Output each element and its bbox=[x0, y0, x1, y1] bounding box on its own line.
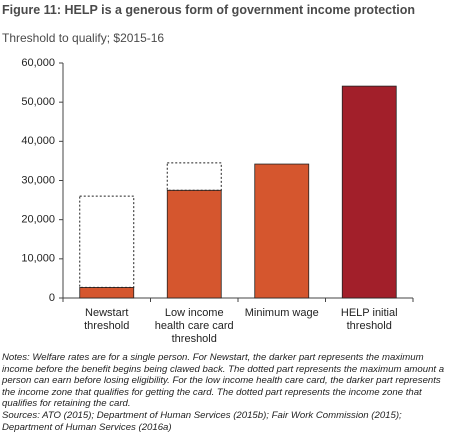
bar-dotted-part bbox=[166, 162, 222, 191]
chart: 0 10,000 20,000 30,000 40,000 50,000 60,000 bbox=[21, 57, 414, 304]
y-tick-label: 50,000 bbox=[21, 96, 55, 108]
y-tick-label: 40,000 bbox=[21, 135, 55, 147]
y-tick-label: 20,000 bbox=[21, 214, 55, 226]
bar bbox=[79, 287, 135, 299]
notes: Notes: Welfare rates are for a single pe… bbox=[2, 352, 445, 410]
chart-title: Figure 11: HELP is a generous form of go… bbox=[2, 3, 416, 17]
x-tick-label: Minimum wage bbox=[244, 307, 319, 319]
bar bbox=[341, 85, 397, 299]
y-tick-label: 0 bbox=[49, 292, 55, 304]
x-tick-label: Newstart threshold bbox=[84, 307, 130, 332]
y-tick-label: 60,000 bbox=[21, 57, 55, 69]
notes-block: Notes: Welfare rates are for a single pe… bbox=[2, 352, 452, 433]
y-tick-label: 10,000 bbox=[21, 253, 55, 265]
bar bbox=[254, 163, 310, 299]
chart-subtitle: Threshold to qualify; $2015-16 bbox=[2, 31, 165, 45]
sources: Sources: ATO (2015); Department of Human… bbox=[2, 409, 402, 433]
x-tick-label: HELP initial threshold bbox=[340, 307, 398, 332]
bar-dotted-part bbox=[79, 195, 135, 288]
x-tick-label: Low income health care card threshold bbox=[154, 307, 234, 345]
bar bbox=[166, 189, 222, 299]
y-tick-label: 30,000 bbox=[21, 174, 55, 186]
